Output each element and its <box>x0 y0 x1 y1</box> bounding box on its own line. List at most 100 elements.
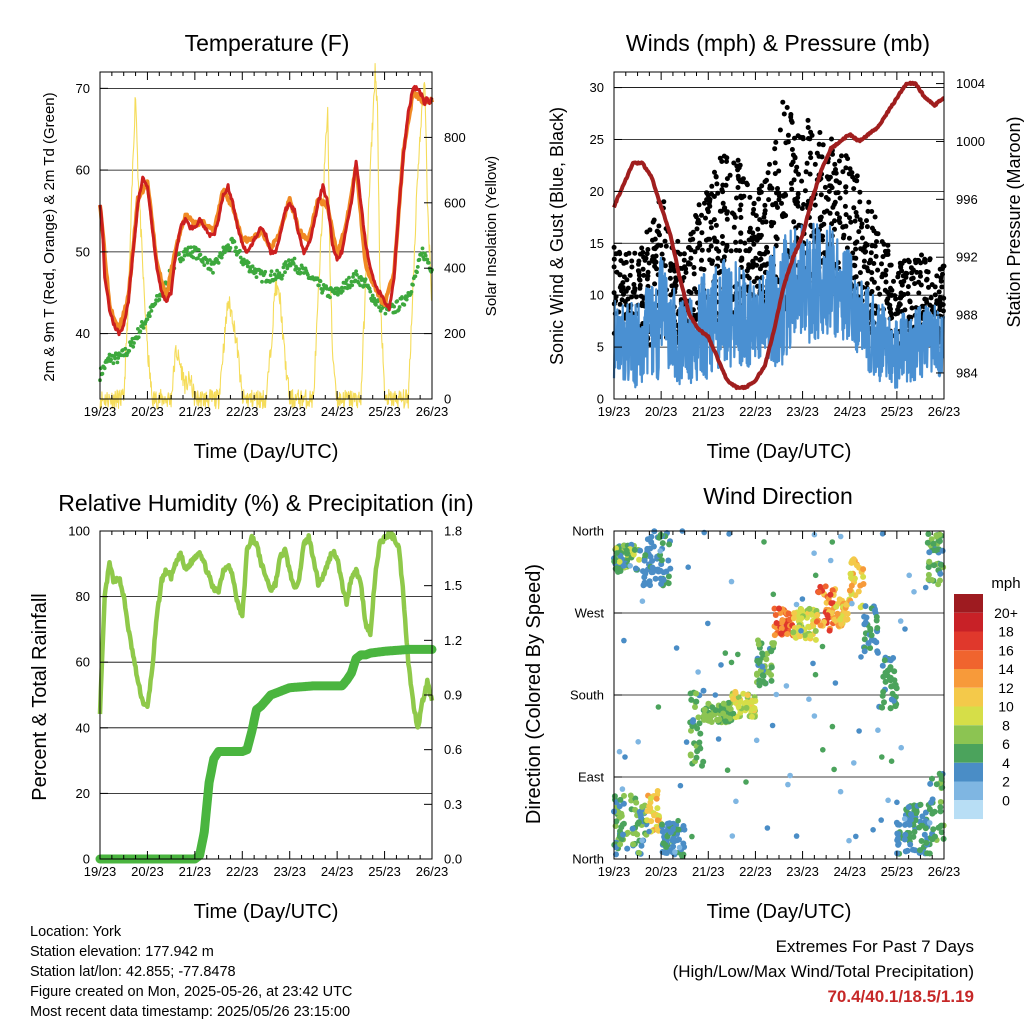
gust-point <box>780 99 786 105</box>
direction-point <box>881 699 887 706</box>
dewpoint-point <box>245 264 250 269</box>
direction-point <box>894 799 900 806</box>
gust-point <box>843 165 849 171</box>
direction-point <box>891 698 897 704</box>
direction-point <box>688 727 694 734</box>
gust-point <box>912 257 918 263</box>
direction-point <box>931 562 938 569</box>
gust-point <box>686 289 692 294</box>
direction-point <box>921 831 928 838</box>
gust-point <box>654 228 660 234</box>
direction-point <box>813 618 820 625</box>
direction-point <box>636 556 643 563</box>
gust-point <box>772 160 778 166</box>
dewpoint-point <box>219 255 224 260</box>
x-tick-label: 23/23 <box>273 404 306 419</box>
direction-point <box>887 705 894 712</box>
gust-point <box>681 275 687 280</box>
direction-point <box>929 775 935 782</box>
dewpoint-point <box>367 286 372 291</box>
gust-point <box>888 292 894 298</box>
gust-point <box>623 288 629 294</box>
gust-point <box>801 202 807 207</box>
gust-point <box>898 264 904 270</box>
direction-point <box>874 648 881 655</box>
gust-point <box>802 188 808 194</box>
direction-point <box>687 752 694 759</box>
gust-point <box>927 302 933 308</box>
direction-point <box>694 725 701 732</box>
gust-point <box>629 258 635 264</box>
direction-point <box>759 672 766 679</box>
direction-point <box>720 710 727 717</box>
y-tick-label: 5 <box>597 340 604 355</box>
dewpoint-point <box>411 283 415 287</box>
gust-point <box>712 169 717 175</box>
gust-point <box>733 239 739 245</box>
direction-point <box>621 792 627 799</box>
gust-point <box>776 193 782 199</box>
direction-panel: Wind Direction 19/23 20/23 21/23 22/23 23/23… <box>523 483 1021 923</box>
direction-point <box>924 539 931 546</box>
dewpoint-point <box>208 267 213 272</box>
dewpoint-point <box>340 289 345 293</box>
gust-point <box>671 267 677 273</box>
direction-point <box>911 589 917 595</box>
dewpoint-point <box>318 279 323 284</box>
gust-point <box>757 250 763 256</box>
gust-point <box>627 272 633 278</box>
direction-point <box>867 627 874 634</box>
direction-point <box>755 637 761 644</box>
gust-point <box>714 181 720 187</box>
gust-point <box>708 225 714 231</box>
direction-point <box>622 754 628 760</box>
gust-point <box>758 189 764 195</box>
gust-point <box>662 238 668 244</box>
gust-point <box>868 257 873 263</box>
gust-point <box>793 168 799 174</box>
direction-point <box>770 591 777 598</box>
gust-point <box>764 244 770 250</box>
gust-point <box>861 258 867 264</box>
direction-point <box>885 797 891 804</box>
direction-point <box>811 550 817 556</box>
gust-point <box>869 270 875 276</box>
x-tick-label: 19/23 <box>84 864 117 879</box>
direction-point <box>689 718 696 725</box>
gust-point <box>753 255 759 261</box>
gust-point <box>792 135 797 141</box>
direction-point <box>860 573 867 580</box>
direction-point <box>652 575 659 582</box>
dewpoint-point <box>404 297 409 302</box>
gust-point <box>640 250 646 255</box>
gust-point <box>694 226 700 232</box>
gust-point <box>756 196 762 202</box>
gust-point <box>751 207 757 212</box>
winds-ticks: 19/23 20/23 21/23 22/23 23/23 24/23 25/23 26/23… <box>590 72 985 419</box>
direction-point <box>806 696 812 702</box>
direction-point <box>669 837 676 844</box>
gust-point <box>762 202 768 208</box>
direction-point <box>655 704 662 710</box>
direction-point <box>680 851 687 858</box>
dewpoint-point <box>132 341 136 345</box>
extremes-subtitle: (High/Low/Max Wind/Total Precipitation) <box>672 962 974 981</box>
dewpoint-point <box>147 314 152 319</box>
direction-point <box>756 677 763 684</box>
gust-point <box>764 177 769 183</box>
direction-point <box>857 582 864 589</box>
direction-point <box>722 650 729 656</box>
direction-point <box>720 700 727 707</box>
dewpoint-point <box>191 255 196 260</box>
gust-point <box>686 260 691 266</box>
direction-point <box>938 561 945 568</box>
direction-point <box>853 562 860 569</box>
dewpoint-point <box>402 303 407 307</box>
gust-point <box>852 218 858 224</box>
gust-point <box>701 267 707 272</box>
gust-point <box>724 210 730 216</box>
direction-point <box>667 829 674 836</box>
direction-point <box>659 540 666 547</box>
gust-point <box>837 215 842 221</box>
gust-point <box>899 293 905 299</box>
